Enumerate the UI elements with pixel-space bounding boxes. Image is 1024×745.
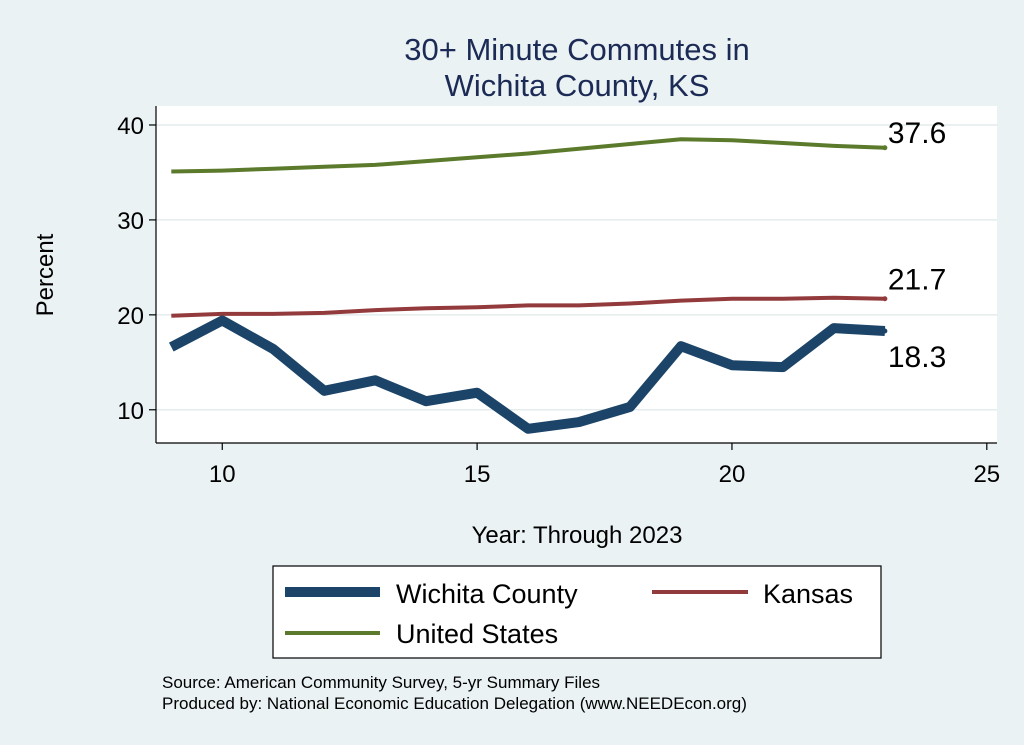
chart-title-line-2: Wichita County, KS: [445, 68, 710, 103]
y-tick-label: 20: [117, 303, 144, 330]
y-axis-title: Percent: [32, 233, 59, 316]
x-axis-title: Year: Through 2023: [472, 522, 683, 549]
legend-box: [272, 565, 882, 659]
end-label-wichita-county: 18.3: [888, 341, 946, 374]
legend-label-wichita-county: Wichita County: [396, 579, 578, 609]
series-line-united-states: [171, 137, 885, 174]
end-labels: 18.3 21.7 37.6: [888, 117, 946, 374]
series-line-kansas: [171, 295, 885, 318]
x-tick-label: 20: [719, 461, 746, 488]
chart-title-line-1: 30+ Minute Commutes in: [404, 32, 749, 67]
legend-label-united-states: United States: [396, 619, 558, 649]
producer-note: Produced by: National Economic Education…: [162, 694, 747, 713]
series-lines: [168, 137, 888, 434]
x-tick-label: 10: [209, 461, 236, 488]
legend-label-kansas: Kansas: [763, 579, 853, 609]
y-tick-label: 30: [117, 208, 144, 235]
end-point-united-states: [882, 145, 888, 151]
end-label-kansas: 21.7: [888, 264, 946, 297]
y-tick-label: 10: [117, 398, 144, 425]
x-tick-label: 15: [464, 461, 491, 488]
axes: 10 20 30 40 10 15 20 25: [117, 106, 1000, 488]
end-point-kansas: [882, 296, 888, 302]
y-tick-label: 40: [117, 113, 144, 140]
x-tick-label: 25: [973, 461, 1000, 488]
end-label-united-states: 37.6: [888, 117, 946, 150]
legend: Wichita County Kansas United States: [272, 565, 882, 659]
end-point-wichita-county: [882, 328, 888, 334]
series-line-wichita-county: [168, 315, 886, 434]
source-note: Source: American Community Survey, 5-yr …: [162, 673, 600, 692]
plot-area: [156, 106, 997, 443]
